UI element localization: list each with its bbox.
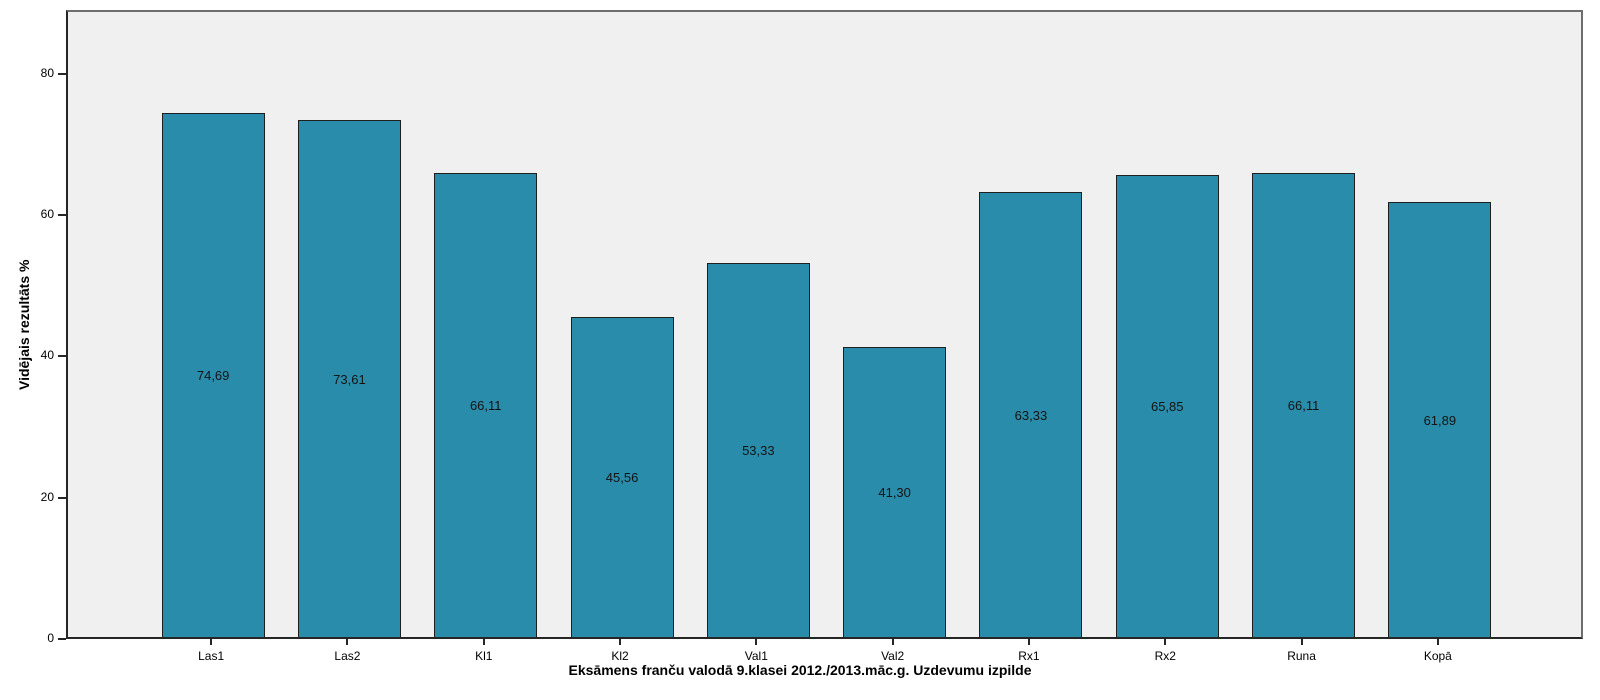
x-tick-mark — [1164, 639, 1167, 645]
bar-value-label: 74,69 — [196, 367, 230, 383]
y-tick-mark — [58, 496, 66, 499]
x-tick-label: Kopā — [1423, 649, 1452, 663]
bar-value-label: 66,11 — [1287, 397, 1320, 413]
bar-kl2: 45,56 — [570, 317, 674, 637]
x-tick-mark — [1300, 639, 1303, 645]
y-tick-mark — [58, 355, 66, 358]
bar-value-label: 66,11 — [469, 397, 502, 413]
bar-val2: 41,30 — [843, 346, 947, 637]
y-tick-label: 40 — [40, 348, 54, 363]
bar-rx1: 63,33 — [979, 192, 1083, 637]
bar-kl1: 66,11 — [434, 172, 538, 637]
y-axis-title: Vidējais rezultāts % — [16, 259, 32, 390]
bar-val1: 53,33 — [706, 262, 810, 637]
bar-rx2: 65,85 — [1115, 174, 1219, 637]
bar-kopā: 61,89 — [1388, 202, 1492, 637]
x-tick-label: Kl2 — [611, 649, 629, 663]
x-tick-label: Val2 — [881, 649, 905, 663]
x-tick-label: Las1 — [198, 649, 225, 663]
bar-value-label: 63,33 — [1014, 407, 1048, 423]
bar-value-label: 45,56 — [605, 470, 639, 486]
x-tick-mark — [1027, 639, 1030, 645]
x-tick-mark — [1436, 639, 1439, 645]
y-tick-label: 0 — [47, 631, 54, 645]
x-tick-label: Val1 — [744, 649, 768, 663]
bar-las1: 74,69 — [161, 112, 265, 637]
x-tick-label: Las2 — [334, 649, 361, 663]
bar-value-label: 41,30 — [878, 484, 911, 500]
x-tick-label: Rx2 — [1154, 649, 1176, 663]
y-tick-mark — [58, 638, 66, 640]
y-tick-label: 60 — [40, 206, 54, 221]
bar-value-label: 65,85 — [1150, 398, 1184, 414]
bar-value-label: 53,33 — [742, 442, 775, 458]
x-tick-mark — [482, 639, 485, 645]
y-tick-label: 20 — [40, 489, 54, 504]
x-axis-title: Eksāmens franču valodā 9.klasei 2012./20… — [568, 662, 1032, 678]
y-tick-label: 80 — [40, 65, 54, 80]
x-tick-mark — [619, 639, 622, 645]
plot-area: 74,69 73,61 66,11 45,56 53,33 41,30 63,33 65,85… — [66, 10, 1583, 639]
bar-runa: 66,11 — [1252, 172, 1356, 637]
y-tick-mark — [58, 72, 66, 75]
bar-value-label: 61,89 — [1423, 412, 1457, 428]
x-tick-mark — [346, 639, 349, 645]
y-tick-mark — [58, 213, 66, 216]
x-tick-label: Kl1 — [475, 649, 493, 663]
x-tick-mark — [210, 639, 213, 645]
x-tick-mark — [755, 639, 758, 645]
x-tick-label: Rx1 — [1018, 649, 1040, 663]
bar-value-label: 73,61 — [333, 371, 366, 387]
x-tick-mark — [891, 639, 894, 645]
bar-las2: 73,61 — [297, 120, 401, 637]
x-tick-label: Runa — [1287, 649, 1316, 663]
